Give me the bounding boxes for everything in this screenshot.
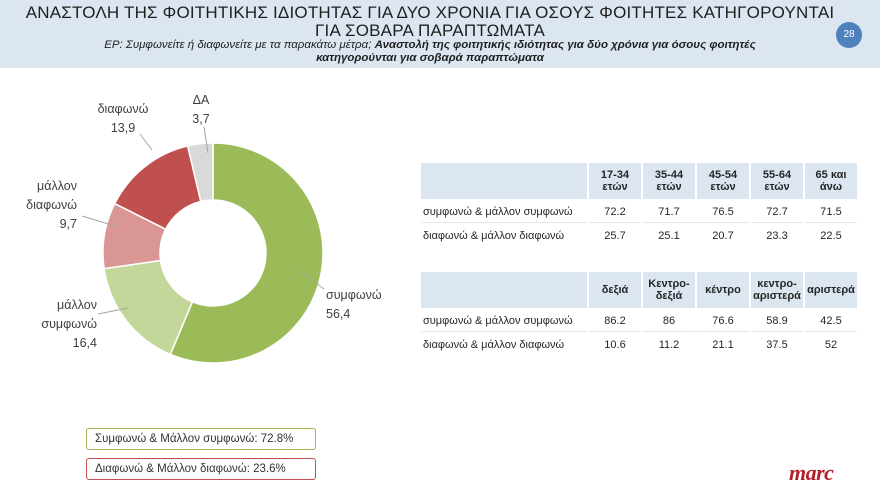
leader-line-na bbox=[203, 126, 209, 154]
data-label-somewhat_disagree-0: μάλλον bbox=[37, 179, 77, 193]
table-row: συμφωνώ & μάλλον συμφωνώ 72.2 71.7 76.5 72.7… bbox=[421, 201, 857, 223]
question-prefix: ΕΡ: Συμφωνείτε ή διαφωνείτε με τα παρακά… bbox=[104, 39, 372, 51]
question-line2: κατηγορούνται για σοβαρά παραπτώματα bbox=[40, 52, 820, 65]
donut-slice-0 bbox=[169, 142, 324, 364]
data-label-disagree-1: 13,9 bbox=[111, 121, 135, 135]
age-table-row-label-0: συμφωνώ & μάλλον συμφωνώ bbox=[421, 201, 587, 223]
data-label-na-1: 3,7 bbox=[192, 112, 209, 126]
ideology-table-col-header-2: κέντρο bbox=[697, 272, 749, 308]
age-table-cell: 23.3 bbox=[766, 230, 788, 242]
age-table-col-header-3: 55-64 ετών bbox=[751, 163, 803, 199]
ideology-table-cell: 76.6 bbox=[697, 310, 749, 332]
age-table-col-header-0: 17-34 ετών bbox=[589, 163, 641, 199]
data-label-disagree-0: διαφωνώ bbox=[98, 102, 149, 116]
ideology-table-col-header-1: Κεντρο-δεξιά bbox=[643, 272, 695, 308]
leader-line-disagree bbox=[139, 133, 153, 151]
ideology-table-cell: 37.5 bbox=[766, 339, 788, 351]
ideology-table-row-label-1: διαφωνώ & μάλλον διαφωνώ bbox=[423, 339, 565, 351]
age-table-cell: 76.5 bbox=[697, 201, 749, 223]
page-title-line1: ΑΝΑΣΤΟΛΗ ΤΗΣ ΦΟΙΤΗΤΙΚΗΣ ΙΔΙΟΤΗΤΑΣ ΓΙΑ ΔΥ… bbox=[25, 3, 835, 22]
age-table-cell: 25.1 bbox=[658, 230, 680, 242]
donut-chart: συμφωνώ 56,4 μάλλον συμφωνώ 16,4 μάλλον διαφων… bbox=[26, 93, 382, 364]
ideology-table-col-header-3: κεντρο-αριστερά bbox=[751, 272, 803, 308]
ideology-table-col-header-4: αριστερά bbox=[805, 272, 857, 308]
age-table: 17-34 ετών 35-44 ετών 45-54 ετών 55-64 ετών 65 κ… bbox=[419, 161, 859, 249]
age-table-corner bbox=[421, 163, 587, 199]
data-label-na-0: ΔΑ bbox=[193, 93, 210, 107]
age-table-cell: 72.7 bbox=[751, 201, 803, 223]
header-band: ΑΝΑΣΤΟΛΗ ΤΗΣ ΦΟΙΤΗΤΙΚΗΣ ΙΔΙΟΤΗΤΑΣ ΓΙΑ ΔΥ… bbox=[0, 0, 880, 68]
age-table-cell: 25.7 bbox=[604, 230, 626, 242]
age-table-col-header-4: 65 και άνω bbox=[805, 163, 857, 199]
ideology-table-cell: 86.2 bbox=[589, 310, 641, 332]
donut-slice-4 bbox=[186, 142, 214, 203]
age-table-cell: 20.7 bbox=[712, 230, 734, 242]
question-bold-2: κατηγορούνται για σοβαρά παραπτώματα bbox=[316, 52, 544, 64]
age-table-row-label-1: διαφωνώ & μάλλον διαφωνώ bbox=[423, 230, 565, 242]
disagree-summary-box: Διαφωνώ & Μάλλον διαφωνώ: 23.6% bbox=[86, 458, 316, 480]
age-table-header: 17-34 ετών 35-44 ετών 45-54 ετών 55-64 ετών 65 κ… bbox=[421, 163, 857, 199]
ideology-table-cell: 21.1 bbox=[712, 339, 734, 351]
leader-line-somewhat_agree bbox=[97, 307, 129, 315]
age-table-cell: 22.5 bbox=[820, 230, 842, 242]
ideology-table-cell: 58.9 bbox=[751, 310, 803, 332]
ideology-table-cell: 52 bbox=[824, 339, 838, 351]
agree-summary-box: Συμφωνώ & Μάλλον συμφωνώ: 72.8% bbox=[86, 428, 316, 450]
age-table-cell: 72.2 bbox=[589, 201, 641, 223]
ideology-table-corner bbox=[421, 272, 587, 308]
question-line1: ΕΡ: Συμφωνείτε ή διαφωνείτε με τα παρακά… bbox=[40, 39, 820, 52]
ideology-table-header: δεξιά Κεντρο-δεξιά κέντρο κεντρο-αριστερά αρ… bbox=[421, 272, 857, 308]
ideology-table-row-label-0: συμφωνώ & μάλλον συμφωνώ bbox=[421, 310, 587, 332]
question-bold-1: Αναστολή της φοιτητικής ιδιότητας για δύ… bbox=[374, 39, 756, 51]
ideology-table-cell: 10.6 bbox=[604, 339, 626, 351]
page-title-line2: ΓΙΑ ΣΟΒΑΡΑ ΠΑΡΑΠΤΩΜΑΤΑ bbox=[314, 21, 545, 40]
marc-logo: marc bbox=[789, 460, 834, 485]
ideology-table: δεξιά Κεντρο-δεξιά κέντρο κεντρο-αριστερά αρ… bbox=[419, 270, 859, 358]
age-table-col-header-2: 45-54 ετών bbox=[697, 163, 749, 199]
table-row: διαφωνώ & μάλλον διαφωνώ 10.6 11.2 21.1 37.5… bbox=[421, 334, 857, 356]
ideology-table-cell: 86 bbox=[643, 310, 695, 332]
leader-line-somewhat_disagree bbox=[81, 215, 116, 227]
age-table-cell: 71.7 bbox=[643, 201, 695, 223]
data-label-somewhat_agree-1: συμφωνώ bbox=[41, 317, 97, 331]
age-table-col-header-1: 35-44 ετών bbox=[643, 163, 695, 199]
data-label-somewhat_disagree-1: διαφωνώ bbox=[26, 198, 77, 212]
age-table-cell: 71.5 bbox=[805, 201, 857, 223]
ideology-table-col-header-0: δεξιά bbox=[589, 272, 641, 308]
data-label-agree-0: συμφωνώ bbox=[326, 288, 382, 302]
data-label-somewhat_disagree-2: 9,7 bbox=[60, 217, 77, 231]
page-number-badge: 28 bbox=[836, 22, 862, 48]
ideology-table-cell: 11.2 bbox=[658, 339, 680, 351]
table-row: διαφωνώ & μάλλον διαφωνώ 25.7 25.1 20.7 23.3… bbox=[421, 225, 857, 247]
data-label-somewhat_agree-2: 16,4 bbox=[73, 336, 97, 350]
ideology-table-cell: 42.5 bbox=[805, 310, 857, 332]
data-label-agree-1: 56,4 bbox=[326, 307, 350, 321]
table-row: συμφωνώ & μάλλον συμφωνώ 86.2 86 76.6 58.9 42… bbox=[421, 310, 857, 332]
data-label-somewhat_agree-0: μάλλον bbox=[57, 298, 97, 312]
leader-line-agree bbox=[299, 270, 325, 290]
